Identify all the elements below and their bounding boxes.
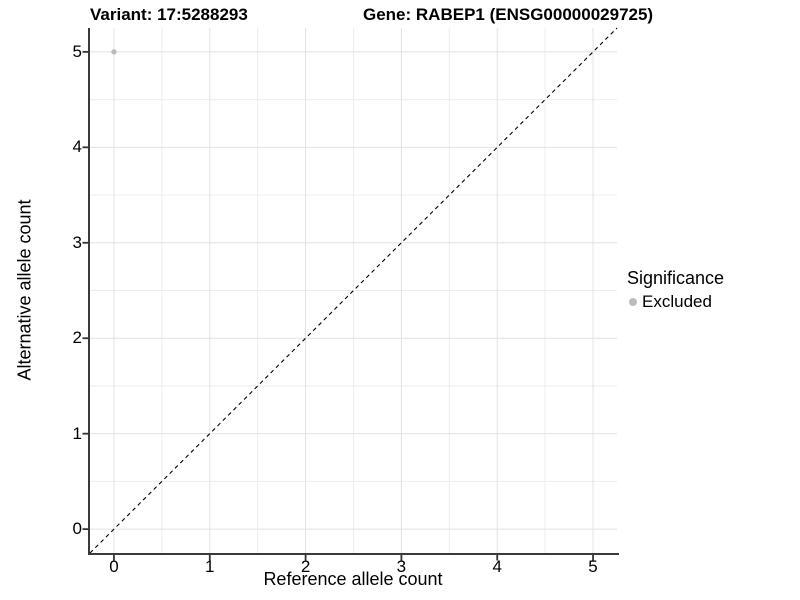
y-tick-label-4: 4 (72, 137, 82, 157)
legend-title: Significance (627, 268, 725, 288)
x-tick-label-5: 5 (588, 557, 598, 576)
x-tick-label-1: 1 (205, 557, 215, 576)
legend-entry-label: Excluded (642, 292, 712, 311)
x-axis-label: Reference allele count (263, 569, 443, 589)
x-tick-label-2: 2 (300, 557, 311, 576)
y-tick-label-3: 3 (72, 232, 82, 252)
plot-title-gene: Gene: RABEP1 (ENSG00000029725) (363, 5, 654, 24)
y-axis-label: Alternative allele count (14, 199, 35, 381)
plot-title-variant: Variant: 17:5288293 (90, 5, 248, 24)
legend-point-icon (629, 298, 637, 306)
identity-line (89, 27, 618, 554)
legend-entry-excluded: Excluded (627, 292, 724, 312)
legend: Significance Excluded (627, 268, 724, 312)
y-tick-label-1: 1 (72, 423, 82, 443)
x-tick-label-4: 4 (492, 557, 502, 576)
y-tick-label-0: 0 (72, 519, 82, 539)
y-tick-label-5: 5 (72, 41, 82, 61)
data-point-excluded (111, 49, 117, 55)
x-tick-label-3: 3 (396, 557, 407, 576)
x-tick-label-0: 0 (109, 557, 119, 576)
y-tick-label-2: 2 (72, 328, 82, 348)
